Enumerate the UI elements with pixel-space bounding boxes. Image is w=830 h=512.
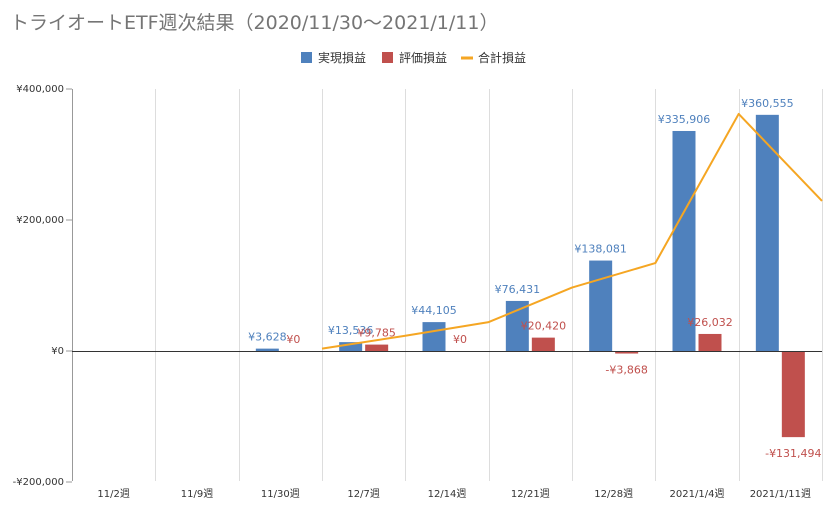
x-tick-label: 2021/1/4週 — [670, 488, 725, 500]
legend-label: 実現損益 — [318, 50, 366, 65]
legend-label: 合計損益 — [478, 50, 526, 65]
x-tick-label: 2021/1/11週 — [750, 488, 811, 500]
total-line — [321, 112, 823, 350]
legend-label: 評価損益 — [399, 50, 447, 65]
y-tick-label: -¥200,000 — [13, 477, 64, 488]
x-tick-label: 12/21週 — [511, 488, 550, 500]
legend-swatch — [382, 52, 393, 63]
bar-realized — [339, 342, 363, 351]
x-tick-label: 12/28週 — [594, 488, 633, 500]
legend-swatch — [301, 52, 312, 63]
x-tick-label: 12/14週 — [428, 488, 467, 500]
data-label: ¥13,536 — [328, 324, 374, 337]
chart-title: トライオートETF週次結果（2020/11/30～2021/1/11） — [10, 12, 499, 34]
bar-realized — [589, 260, 613, 351]
data-label: ¥0 — [286, 333, 300, 346]
data-label: ¥0 — [453, 333, 467, 346]
data-label: -¥131,494 — [765, 447, 821, 460]
x-tick-label: 12/7週 — [347, 488, 379, 500]
bar-realized — [255, 348, 279, 351]
data-label: ¥76,431 — [495, 283, 541, 296]
x-tick-label: 11/9週 — [181, 488, 213, 500]
data-label: ¥360,555 — [741, 97, 794, 110]
bar-unrealized — [531, 337, 555, 351]
bar-unrealized — [781, 351, 805, 438]
bar-realized — [422, 322, 446, 351]
x-tick-label: 11/2週 — [97, 488, 129, 500]
bar-unrealized — [698, 333, 722, 351]
bar-unrealized — [365, 344, 389, 351]
data-label: ¥44,105 — [411, 304, 457, 317]
x-tick-label: 11/30週 — [261, 488, 300, 500]
data-label: ¥9,785 — [357, 327, 396, 340]
y-tick-label: ¥200,000 — [16, 215, 64, 226]
data-label: ¥335,906 — [658, 113, 711, 126]
bar-unrealized — [615, 351, 639, 354]
bar-realized — [672, 130, 696, 351]
data-label: ¥3,628 — [248, 331, 287, 344]
data-label: -¥3,868 — [605, 364, 647, 377]
data-label: ¥138,081 — [574, 243, 627, 256]
y-tick-label: ¥0 — [51, 346, 64, 357]
bar-realized — [755, 114, 779, 351]
data-label: ¥26,032 — [687, 316, 733, 329]
y-tick-label: ¥400,000 — [16, 84, 64, 95]
data-label: ¥20,420 — [521, 320, 567, 333]
